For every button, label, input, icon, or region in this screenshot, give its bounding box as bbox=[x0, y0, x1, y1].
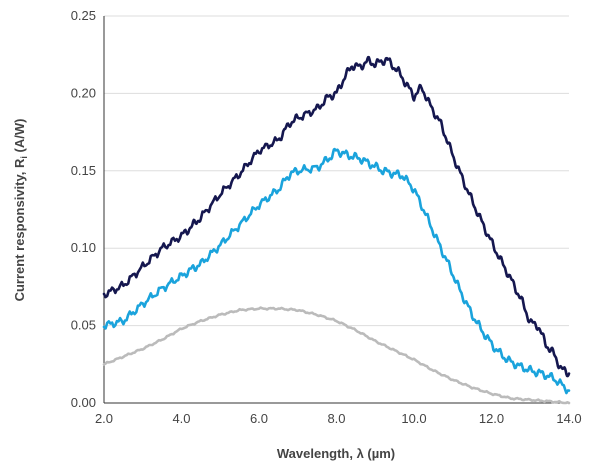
x-tick-label: 4.0 bbox=[172, 411, 190, 426]
y-tick-label: 0.00 bbox=[71, 395, 96, 410]
x-tick-labels: 2.0 4.0 6.0 8.0 10.0 12.0 14.0 bbox=[95, 411, 582, 426]
x-tick-label: 14.0 bbox=[556, 411, 581, 426]
y-tick-label: 0.20 bbox=[71, 85, 96, 100]
x-axis-title: Wavelength, λ (µm) bbox=[277, 446, 395, 461]
y-tick-labels: 0.00 0.05 0.10 0.15 0.20 0.25 bbox=[71, 8, 96, 410]
data-series bbox=[102, 55, 571, 405]
x-tick-label: 12.0 bbox=[479, 411, 504, 426]
series-line-2 bbox=[102, 147, 571, 395]
y-tick-label: 0.25 bbox=[71, 8, 96, 23]
x-tick-label: 8.0 bbox=[327, 411, 345, 426]
y-tick-label: 0.05 bbox=[71, 318, 96, 333]
y-axis-title: Current responsivity, Ri (A/W) bbox=[12, 119, 29, 302]
gridlines bbox=[104, 15, 569, 327]
y-axis-title-subscript: i bbox=[19, 156, 29, 159]
y-axis-title-unit: (A/W) bbox=[12, 119, 27, 157]
plot-axes bbox=[103, 16, 569, 404]
y-tick-label: 0.10 bbox=[71, 240, 96, 255]
x-tick-label: 10.0 bbox=[401, 411, 426, 426]
x-tick-label: 6.0 bbox=[250, 411, 268, 426]
y-tick-label: 0.15 bbox=[71, 163, 96, 178]
x-tick-label: 2.0 bbox=[95, 411, 113, 426]
series-line-1 bbox=[102, 55, 571, 378]
series-line-3 bbox=[102, 306, 571, 405]
y-axis-title-main: Current responsivity, R bbox=[12, 158, 27, 301]
